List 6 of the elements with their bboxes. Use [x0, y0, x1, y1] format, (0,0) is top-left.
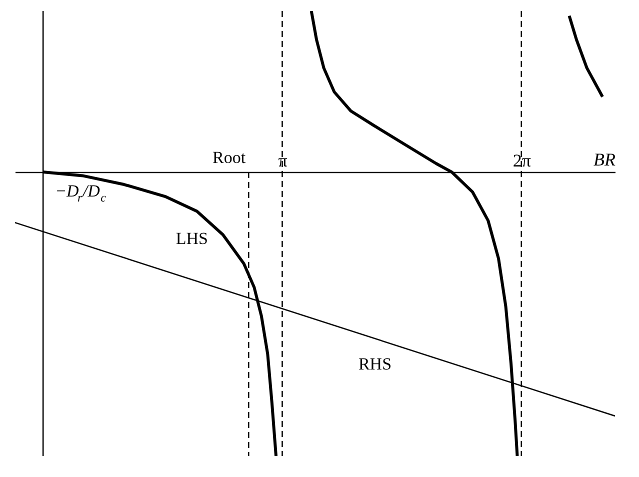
- ref-line-label: Root: [212, 148, 246, 168]
- series-label: RHS: [358, 354, 392, 374]
- x-tick-label: π: [278, 150, 288, 171]
- x-axis-title: BR: [594, 150, 616, 170]
- series-label: LHS: [176, 229, 208, 248]
- x-tick-label: 2π: [512, 150, 531, 171]
